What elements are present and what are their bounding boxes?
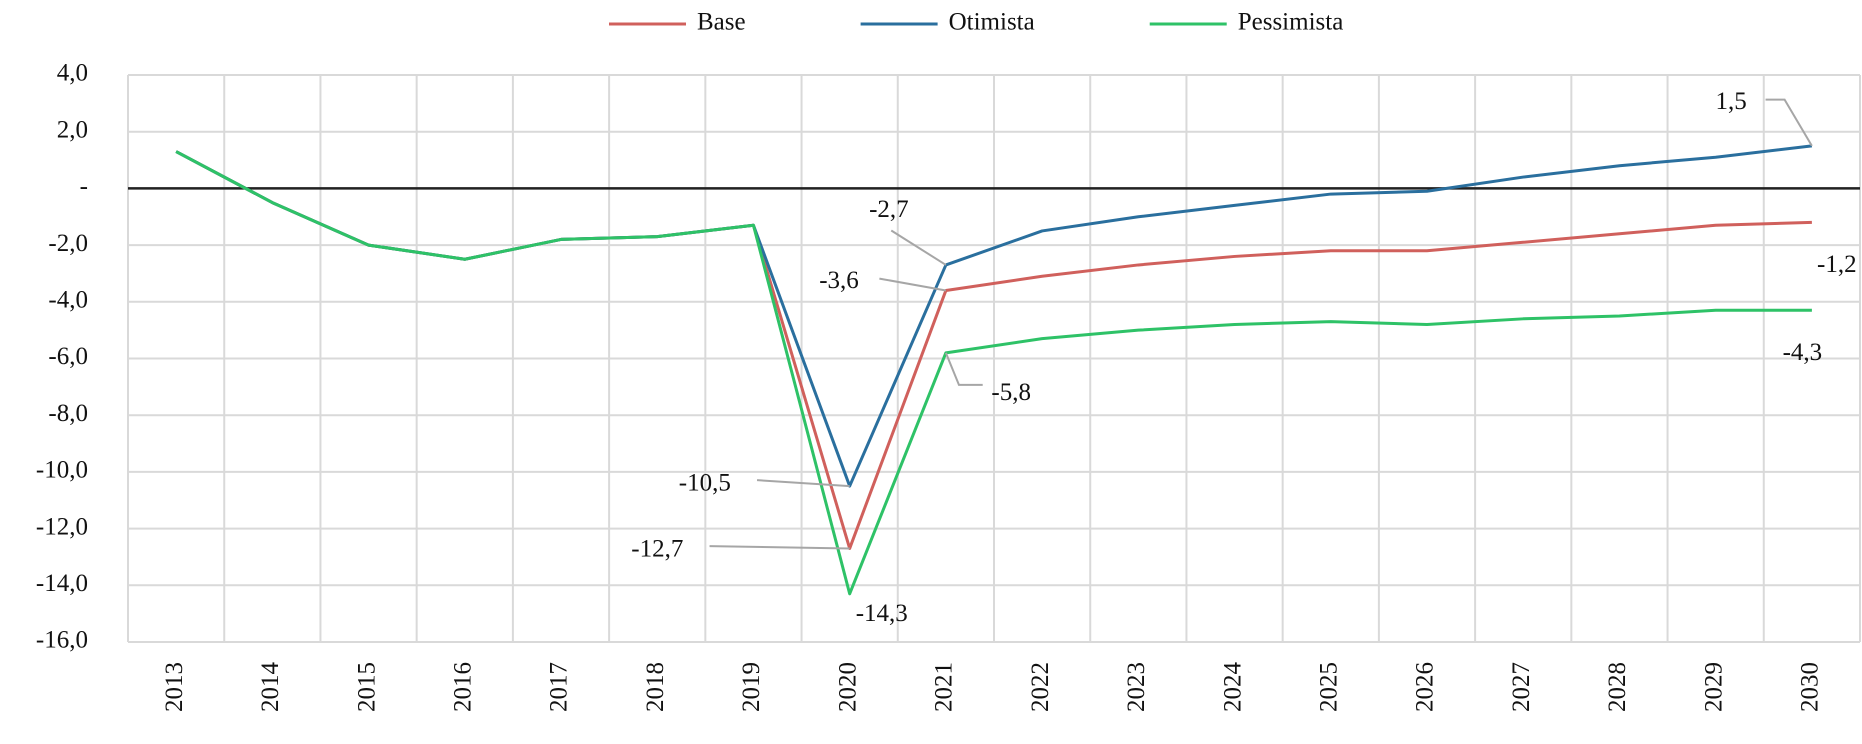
data-label: -10,5 (679, 470, 731, 497)
legend-label: Otimista (949, 9, 1035, 36)
leader-line (709, 545, 850, 550)
x-tick-label: 2027 (1508, 662, 1535, 712)
x-tick-label: 2018 (642, 662, 669, 712)
x-tick-label: 2021 (931, 662, 958, 712)
x-tick-label: 2022 (1027, 662, 1054, 712)
series-line (175, 150, 1812, 596)
leader-line (890, 229, 947, 266)
x-tick-label: 2029 (1700, 662, 1727, 712)
leader-line (1765, 98, 1813, 147)
x-tick-label: 2028 (1604, 662, 1631, 712)
x-tick-label: 2026 (1412, 662, 1439, 712)
data-label: -4,3 (1783, 339, 1823, 366)
leader-line (944, 352, 983, 386)
y-tick-label: -6,0 (48, 343, 88, 370)
data-label: -1,2 (1817, 251, 1857, 278)
legend-label: Base (697, 9, 746, 36)
y-tick-label: -16,0 (36, 627, 88, 654)
data-label: -5,8 (991, 379, 1031, 406)
x-tick-label: 2014 (257, 662, 284, 713)
data-label: -12,7 (631, 536, 683, 563)
x-tick-label: 2024 (1219, 662, 1246, 713)
x-tick-label: 2017 (546, 662, 573, 712)
data-label: -14,3 (856, 600, 908, 627)
legend-label: Pessimista (1238, 9, 1344, 36)
x-tick-label: 2013 (161, 662, 188, 712)
y-tick-label: 2,0 (57, 116, 88, 143)
y-tick-label: -4,0 (48, 287, 88, 314)
y-tick-label: - (80, 173, 88, 200)
data-label: 1,5 (1716, 88, 1747, 115)
y-tick-label: -10,0 (36, 457, 88, 484)
x-tick-label: 2016 (450, 662, 477, 712)
y-tick-label: -14,0 (36, 570, 88, 597)
data-label: -2,7 (869, 196, 909, 223)
x-tick-label: 2030 (1797, 662, 1824, 712)
y-tick-label: 4,0 (57, 60, 88, 87)
y-tick-label: -8,0 (48, 400, 88, 427)
x-tick-label: 2015 (353, 662, 380, 712)
x-tick-label: 2020 (834, 662, 861, 712)
y-tick-label: -12,0 (36, 513, 88, 540)
x-tick-label: 2025 (1316, 662, 1343, 712)
x-tick-label: 2019 (738, 662, 765, 712)
data-label: -3,6 (819, 267, 859, 294)
y-tick-label: -2,0 (48, 230, 88, 257)
leader-line (756, 479, 850, 488)
x-tick-label: 2023 (1123, 662, 1150, 712)
leader-line (879, 277, 947, 292)
